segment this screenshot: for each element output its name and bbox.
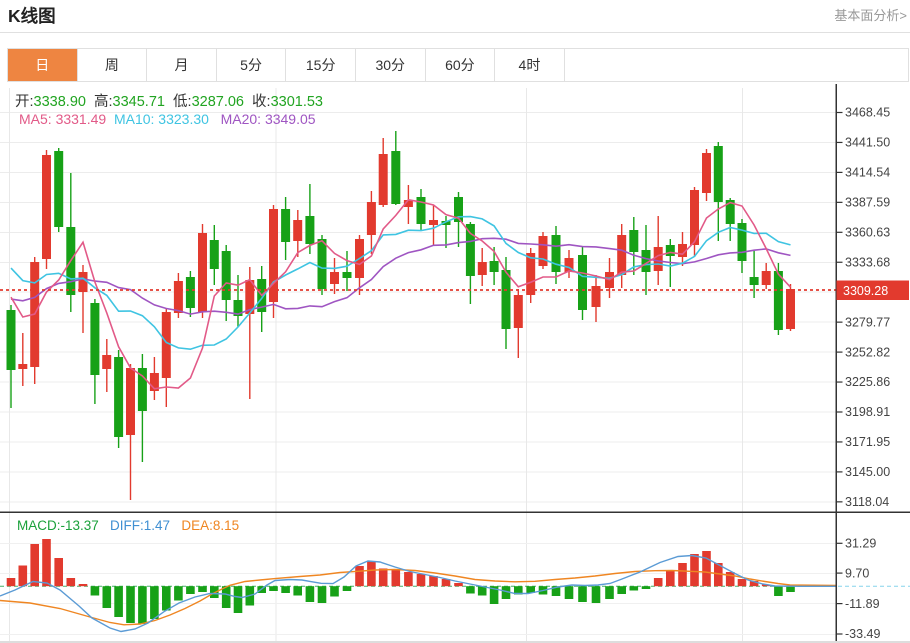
- svg-text:3333.68: 3333.68: [845, 255, 890, 269]
- svg-text:3360.63: 3360.63: [845, 226, 890, 240]
- svg-text:MA5: 3331.49 MA10: 3323.30: MA5: 3331.49 MA10: 3323.30 MA20: 3349.05: [19, 111, 316, 127]
- svg-text:3171.95: 3171.95: [845, 435, 890, 449]
- svg-text:-11.89: -11.89: [845, 597, 880, 611]
- svg-text:开:3338.90 高:3345.71 低:3287.0: 开:3338.90 高:3345.71 低:3287.06 收:3301.53: [15, 93, 323, 110]
- svg-text:31.29: 31.29: [845, 537, 876, 551]
- svg-text:3252.82: 3252.82: [845, 345, 890, 359]
- svg-text:MACD:-13.37 DIFF:1.47 DEA:: MACD:-13.37 DIFF:1.47 DEA:8.15: [17, 518, 239, 533]
- svg-text:3387.59: 3387.59: [845, 196, 890, 210]
- svg-text:-33.49: -33.49: [845, 627, 880, 641]
- svg-text:3279.77: 3279.77: [845, 315, 890, 329]
- svg-text:3414.54: 3414.54: [845, 166, 890, 180]
- svg-text:3225.86: 3225.86: [845, 375, 890, 389]
- svg-text:3468.45: 3468.45: [845, 106, 890, 120]
- svg-text:3145.00: 3145.00: [845, 465, 890, 479]
- svg-text:9.70: 9.70: [845, 566, 869, 580]
- svg-text:3198.91: 3198.91: [845, 405, 890, 419]
- svg-text:3118.04: 3118.04: [845, 495, 889, 509]
- svg-text:3309.28: 3309.28: [843, 284, 888, 298]
- svg-text:3441.50: 3441.50: [845, 136, 890, 150]
